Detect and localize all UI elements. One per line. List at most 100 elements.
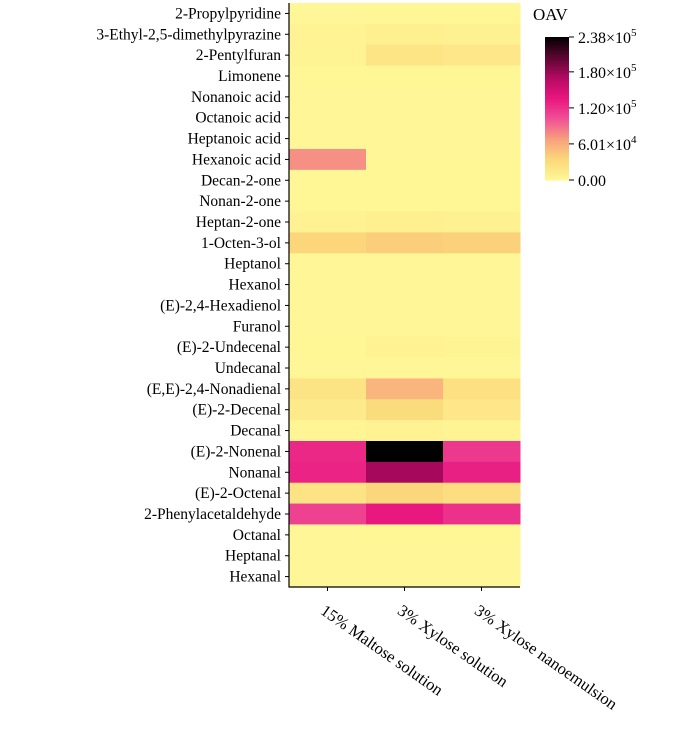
colorbar-segment [545, 149, 569, 152]
colorbar-segment [545, 137, 569, 140]
row-label: Hexanol [228, 277, 281, 294]
colorbar-segment [545, 154, 569, 158]
heatmap-cell [289, 107, 367, 129]
row-label: (E,E)-2,4-Nonadienal [147, 381, 281, 398]
colorbar-segment [545, 74, 569, 77]
colorbar-segment [545, 94, 569, 97]
heatmap-cell [443, 336, 521, 359]
heatmap-cell [443, 274, 521, 296]
heatmap-cell [289, 357, 367, 379]
colorbar-segment [545, 47, 569, 51]
colorbar-segment [545, 121, 569, 124]
colorbar-segment [545, 153, 569, 156]
heatmap-cell [289, 399, 367, 421]
heatmap-cell [443, 566, 521, 588]
heatmap-cell [366, 399, 444, 421]
heatmap-cell [443, 315, 521, 338]
heatmap-cell [366, 253, 444, 275]
heatmap-cell [289, 128, 367, 150]
heatmap-cell [366, 566, 444, 588]
colorbar-segment [545, 65, 569, 68]
row-label: (E)-2-Decenal [192, 402, 281, 419]
colorbar-segment [545, 158, 569, 161]
colorbar-segment [545, 174, 569, 178]
colorbar-segment [545, 78, 569, 81]
row-label: Heptanol [224, 256, 281, 273]
colorbar-segment [545, 172, 569, 176]
heatmap-cell [366, 378, 444, 400]
heatmap-cell [443, 441, 521, 463]
heatmap-cell [366, 107, 444, 129]
colorbar-segment [545, 67, 569, 70]
heatmap-cell [289, 503, 367, 525]
colorbar-segment [545, 85, 569, 88]
colorbar-segment [545, 79, 569, 83]
colorbar-segment [545, 97, 569, 101]
heatmap-cell [443, 545, 521, 567]
heatmap-cell [443, 399, 521, 421]
colorbar-segment [545, 103, 569, 106]
row-label: Nonan-2-one [199, 193, 281, 210]
heatmap-cell [366, 190, 444, 213]
heatmap-cell [443, 128, 521, 150]
colorbar-segment [545, 176, 569, 179]
colorbar-segment [545, 60, 569, 63]
heatmap-cell [366, 128, 444, 150]
colorbar-segment [545, 53, 569, 56]
heatmap-cell [289, 169, 367, 192]
colorbar-segment [545, 72, 569, 76]
colorbar-segment [545, 101, 569, 104]
colorbar-segment [545, 144, 569, 147]
heatmap-cell [289, 441, 367, 463]
heatmap-cell [289, 149, 367, 171]
heatmap-cell [443, 23, 521, 46]
heatmap-cell [366, 3, 444, 25]
colorbar-segment [545, 112, 569, 115]
colorbar-segment [545, 140, 569, 144]
colorbar-segment [545, 40, 569, 43]
row-label: Heptanoic acid [188, 131, 282, 148]
heatmap-cell [366, 169, 444, 192]
colorbar-segment [545, 124, 569, 127]
heatmap-cell [443, 482, 521, 505]
heatmap-cell [443, 420, 521, 442]
colorbar-segment [545, 167, 569, 170]
colorbar-segment [545, 90, 569, 94]
colorbar-gradient [545, 37, 569, 181]
colorbar-segment [545, 126, 569, 129]
row-label: (E)-2-Nonenal [191, 443, 281, 460]
colorbar-segment [545, 37, 569, 40]
heatmap-axes [285, 3, 520, 591]
heatmap-cell [289, 420, 367, 442]
colorbar-tick-label: 1.80×105 [578, 62, 637, 82]
heatmap-cell [366, 441, 444, 463]
colorbar-segment [545, 83, 569, 86]
heatmap-cell [289, 211, 367, 233]
colorbar-segment [545, 165, 569, 169]
heatmap-cell [443, 65, 521, 87]
colorbar-segment [545, 54, 569, 58]
heatmap-cell [289, 44, 367, 67]
heatmap-cell [366, 295, 444, 317]
colorbar-segment [545, 56, 569, 60]
colorbar-segment [545, 69, 569, 72]
colorbar-segment [545, 160, 569, 163]
row-label: Hexanoic acid [192, 151, 281, 168]
colorbar-segment [545, 44, 569, 47]
colorbar-tick-label: 1.20×105 [578, 98, 637, 118]
colorbar-segment [545, 122, 569, 126]
row-label: 2-Phenylacetaldehyde [144, 506, 281, 523]
heatmap-cell [366, 149, 444, 171]
heatmap-cell [289, 482, 367, 505]
colorbar-segment [545, 147, 569, 151]
colorbar-segment [545, 115, 569, 119]
heatmap-cell [443, 149, 521, 171]
heatmap-cell [443, 295, 521, 317]
row-label: 1-Octen-3-ol [201, 235, 281, 252]
colorbar-segment [545, 133, 569, 136]
heatmap-cells [289, 3, 521, 588]
heatmap-cell [289, 232, 367, 254]
heatmap-cell [289, 3, 367, 25]
colorbar-segment [545, 131, 569, 135]
heatmap-cell [366, 357, 444, 379]
